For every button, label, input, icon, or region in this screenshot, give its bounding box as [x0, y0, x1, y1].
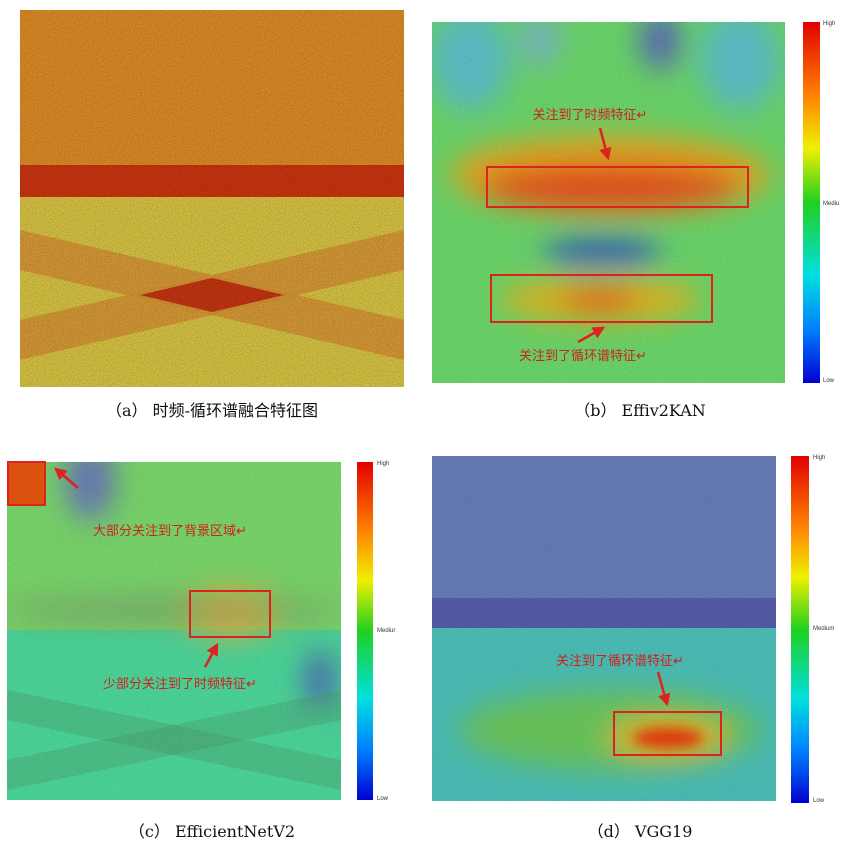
colorbar-label: Mediur: [377, 628, 395, 634]
colorbar-label: High: [813, 455, 825, 461]
panel-b-image: [430, 10, 785, 383]
colorbar-label: Low: [813, 798, 825, 804]
colorbar-label: High: [377, 461, 389, 467]
colorbar-label: Medium: [813, 626, 834, 632]
annotation: 少部分关注到了时频特征↵: [103, 677, 257, 692]
annotation: 关注到了循环谱特征↵: [519, 349, 647, 364]
figure: High Mediu Low 关注到了时频特征↵ 关注到了循环谱特征↵ High…: [0, 0, 846, 841]
annotation: 大部分关注到了背景区域↵: [93, 524, 247, 539]
colorbar: [791, 456, 809, 803]
panel-d-image: [432, 456, 776, 801]
colorbar-label: Mediu: [823, 201, 839, 207]
colorbar-label: Low: [377, 796, 389, 802]
caption: （c） EfficientNetV2: [129, 822, 295, 841]
caption: （d） VGG19: [588, 822, 693, 841]
annotation: 关注到了时频特征↵: [533, 108, 648, 123]
panel-a-image: [20, 10, 404, 387]
panel-c-image: [0, 440, 341, 800]
caption: （a） 时频-循环谱融合特征图: [106, 401, 318, 420]
annotation: 关注到了循环谱特征↵: [556, 654, 684, 669]
colorbar-label: Low: [823, 378, 835, 384]
caption: （b） Effiv2KAN: [574, 401, 706, 420]
colorbar-label: High: [823, 21, 835, 27]
colorbar: [357, 462, 373, 800]
colorbar: [803, 22, 820, 383]
